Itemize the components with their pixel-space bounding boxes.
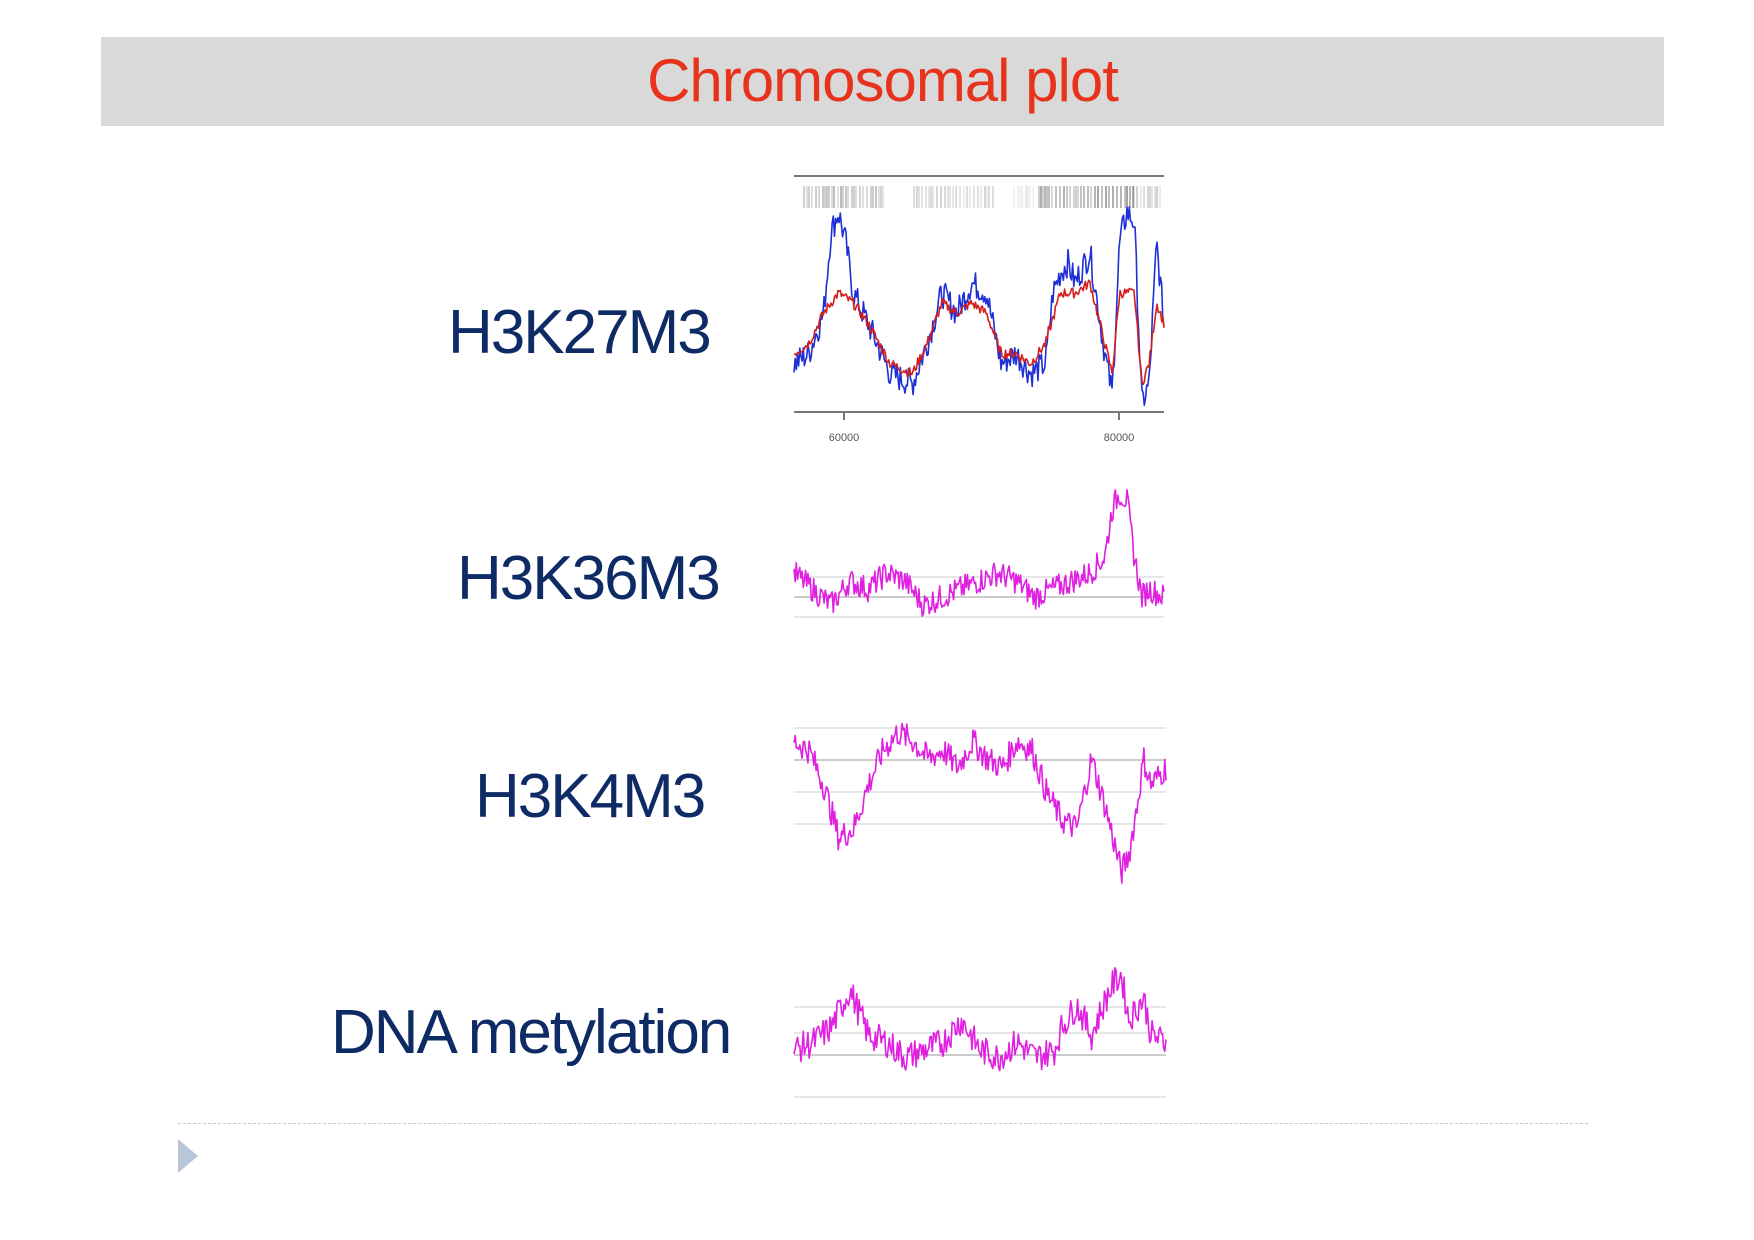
series-group — [793, 206, 1165, 407]
triangle-right-icon[interactable] — [178, 1139, 198, 1173]
h3k27m3-chart: 60000 80000 — [793, 175, 1165, 444]
series-line-magenta — [793, 722, 1167, 884]
x-tick-label: 80000 — [1104, 432, 1135, 444]
track-label-h3k36m3: H3K36M3 — [457, 544, 721, 613]
density-strip — [803, 186, 1161, 208]
title-bar: Chromosomal plot — [101, 37, 1664, 126]
footer-divider — [178, 1123, 1588, 1124]
series-group — [793, 489, 1165, 617]
page-title: Chromosomal plot — [647, 47, 1119, 114]
series-line-blue — [793, 206, 1165, 407]
dna-metylation-chart — [793, 967, 1167, 1098]
series-line-red — [793, 279, 1165, 386]
track-label-dna-metylation: DNA metylation — [331, 998, 732, 1067]
series-group — [793, 967, 1167, 1072]
h3k36m3-chart — [793, 489, 1165, 618]
x-tick-label: 60000 — [829, 432, 860, 444]
track-label-h3k4m3: H3K4M3 — [475, 762, 706, 831]
track-label-h3k27m3: H3K27M3 — [448, 298, 712, 367]
h3k4m3-chart — [793, 722, 1167, 884]
series-line-magenta — [793, 489, 1165, 617]
series-group — [793, 722, 1167, 884]
series-line-magenta — [793, 967, 1167, 1072]
